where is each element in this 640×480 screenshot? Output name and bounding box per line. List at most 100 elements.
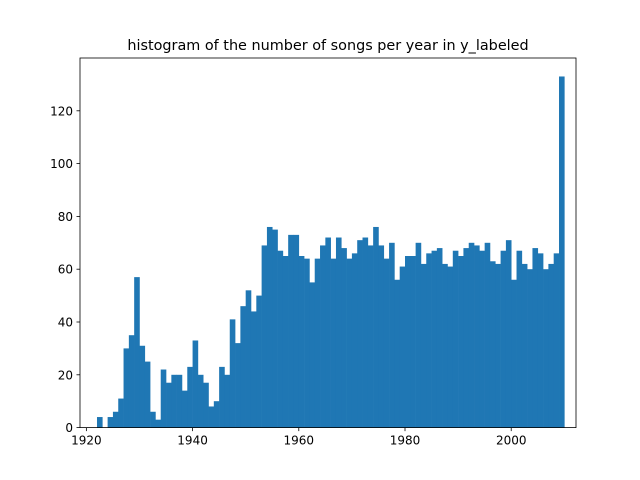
y-tick-label: 60 (58, 263, 73, 277)
histogram-bar (373, 226, 379, 428)
chart-title: histogram of the number of songs per yea… (127, 38, 528, 54)
histogram-bar (96, 417, 103, 428)
histogram-bar (208, 406, 215, 428)
histogram-bar (357, 240, 363, 428)
histogram-bar (219, 366, 225, 428)
x-tick-label: 1920 (71, 434, 102, 448)
histogram-bar (351, 253, 358, 428)
y-axis: 0 20 40 60 80 100 120 (50, 104, 80, 435)
histogram-bar (532, 248, 539, 428)
histogram-bar (330, 258, 337, 428)
histogram-bar (426, 253, 432, 428)
histogram-bar (383, 258, 390, 428)
histogram-bar (235, 343, 241, 428)
histogram-bar (134, 277, 140, 428)
histogram-bar (553, 253, 560, 428)
histogram-bar (192, 340, 199, 428)
histogram-bar (150, 411, 156, 428)
histogram-bar (123, 348, 130, 428)
histogram-bar (261, 245, 268, 428)
histogram-bar (277, 250, 284, 428)
histogram-bar (314, 258, 321, 428)
histogram-bar (405, 256, 411, 428)
histogram-bar (293, 234, 300, 428)
histogram-bar (197, 374, 204, 428)
y-tick-label: 100 (50, 157, 73, 171)
y-tick-label: 20 (58, 368, 73, 382)
histogram-bar (389, 242, 395, 428)
x-tick-label: 1980 (390, 434, 421, 448)
histogram-bar (298, 256, 305, 428)
histogram-bar (187, 366, 193, 428)
histogram-bar (548, 263, 554, 428)
histogram-bar (399, 266, 406, 428)
histogram-bar (468, 242, 475, 428)
histogram-bar (505, 240, 512, 428)
x-tick-label: 1940 (177, 434, 208, 448)
y-tick-label: 40 (58, 316, 73, 330)
histogram-bar (394, 279, 400, 428)
histogram-bar (335, 237, 342, 428)
histogram-bar (559, 76, 565, 428)
histogram-bar (474, 245, 480, 428)
histogram-bar (511, 279, 517, 428)
histogram-bar (341, 248, 347, 428)
histogram-bar (144, 361, 151, 428)
histogram-bar (346, 258, 353, 428)
histogram-bar (118, 398, 124, 428)
histogram-bar (240, 306, 246, 428)
y-tick-label: 120 (50, 104, 73, 118)
histogram-bar (516, 250, 523, 428)
histogram-bar (288, 234, 294, 428)
histogram-bar (537, 253, 544, 428)
histogram-bar (171, 374, 177, 428)
histogram-bar (325, 237, 331, 428)
histogram-bar (420, 263, 427, 428)
histogram-bar (213, 401, 220, 428)
histogram-bar (458, 256, 464, 428)
histogram-bar (155, 419, 162, 428)
histogram-bar (245, 290, 252, 428)
x-axis: 1920 1940 1960 1980 2000 (71, 427, 527, 448)
histogram-bar (112, 411, 119, 428)
histogram-bar (479, 250, 485, 428)
histogram-bar (362, 237, 369, 428)
histogram-bar (320, 245, 326, 428)
histogram-bar (160, 369, 167, 428)
plot-frame (79, 57, 577, 429)
x-tick-label: 1960 (284, 434, 315, 448)
histogram-bar (282, 256, 289, 428)
histogram-bar (452, 250, 459, 428)
histogram-bar (229, 319, 236, 428)
histogram-bar (266, 226, 273, 428)
histogram-bar (527, 269, 533, 428)
histogram-bar (304, 258, 310, 428)
histogram-bars (96, 76, 565, 428)
x-tick-label: 2000 (496, 434, 527, 448)
histogram-bar (378, 245, 385, 428)
histogram-bar (166, 382, 172, 428)
histogram-bar (447, 266, 454, 428)
histogram-bar (256, 295, 262, 428)
histogram-bar (463, 248, 470, 428)
histogram-bar (442, 263, 448, 428)
histogram-bar (176, 374, 183, 428)
histogram-bar (436, 248, 443, 428)
histogram-bar (128, 335, 135, 428)
y-tick-label: 0 (65, 421, 73, 435)
histogram-bar (543, 269, 549, 428)
histogram-bar (272, 229, 278, 428)
histogram-bar (410, 256, 416, 428)
histogram-bar (309, 282, 316, 428)
histogram-bar (250, 311, 257, 428)
histogram-bar (489, 261, 496, 428)
histogram-bar (367, 245, 374, 428)
histogram-bar (484, 242, 491, 428)
histogram-bar (107, 417, 114, 428)
histogram-bar (181, 390, 188, 428)
histogram-bar (495, 263, 501, 428)
histogram-bar (415, 242, 422, 428)
histogram-bar (139, 345, 146, 428)
histogram-bar (500, 250, 507, 428)
